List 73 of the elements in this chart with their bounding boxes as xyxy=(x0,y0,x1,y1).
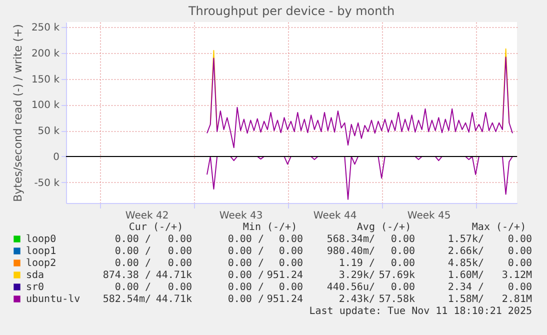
legend-label: ubuntu-lv xyxy=(26,294,80,305)
legend-label: loop1 xyxy=(26,246,56,257)
text: Max (-/+) xyxy=(472,222,526,233)
text: 568.34m/ xyxy=(326,234,375,245)
legend-label: loop2 xyxy=(26,258,56,269)
text: 0.00 / xyxy=(228,270,264,281)
x-tick-label: Week 44 xyxy=(313,210,357,222)
text: 2.66k/ xyxy=(448,246,484,257)
text: 0.00 xyxy=(508,246,532,257)
text: 0.00 xyxy=(278,246,303,257)
chart-title: Throughput per device - by month xyxy=(187,4,395,18)
y-tick-label: 100 k xyxy=(31,100,60,112)
y-tick-label: 0 xyxy=(53,152,60,163)
text: 0.00 xyxy=(168,282,192,293)
text: 1.58M/ xyxy=(448,294,484,305)
text: 0.00 / xyxy=(228,294,264,305)
text: 57.69k xyxy=(378,270,415,281)
text: 2.34 / xyxy=(448,282,484,293)
text: 0.00 / xyxy=(228,234,264,245)
text: 2.81M xyxy=(502,294,532,305)
text: 1.57k/ xyxy=(448,234,484,245)
legend-label: sr0 xyxy=(26,282,44,293)
x-tick-label: Week 42 xyxy=(125,210,169,222)
text: 0.00 xyxy=(508,234,532,245)
text: 2.43k/ xyxy=(338,294,375,305)
y-tick-label: 250 k xyxy=(31,22,60,34)
x-tick-label: Week 45 xyxy=(407,210,451,222)
text: 4.85k/ xyxy=(448,258,484,269)
y-axis-title: Bytes/second read (-) / write (+) xyxy=(11,24,24,202)
text: 0.00 xyxy=(168,258,192,269)
text: 582.54m/ xyxy=(102,294,151,305)
text: 1.60M/ xyxy=(448,270,484,281)
text: 0.00 xyxy=(390,234,415,245)
text: 0.00 xyxy=(168,234,192,245)
text: Cur (-/+) xyxy=(128,222,184,233)
legend-label: loop0 xyxy=(26,234,56,245)
text: 0.00 / xyxy=(228,258,264,269)
text: 1.19 / xyxy=(338,258,375,269)
text: 874.38 / xyxy=(102,270,151,281)
text: 0.00 / xyxy=(114,234,151,245)
text: 0.00 xyxy=(278,258,303,269)
text: 0.00 / xyxy=(114,282,151,293)
y-tick-label: 150 k xyxy=(31,74,60,86)
text: 0.00 xyxy=(278,282,303,293)
text: 0.00 / xyxy=(228,282,264,293)
legend-label: sda xyxy=(26,270,44,281)
text: 0.00 xyxy=(390,246,415,257)
text: 0.00 xyxy=(168,246,192,257)
y-tick-label: 50 k xyxy=(38,126,60,138)
text: 0.00 / xyxy=(228,246,264,257)
text: 951.24 xyxy=(266,294,303,305)
text: Last update: Tue Nov 11 18:10:21 2025 xyxy=(309,306,532,317)
line-series xyxy=(206,56,514,148)
text: 44.71k xyxy=(156,270,192,281)
y-tick-label: 200 k xyxy=(31,48,60,60)
text: 44.71k xyxy=(156,294,192,305)
text: 0.00 / xyxy=(114,258,151,269)
text: 0.00 xyxy=(508,282,532,293)
text: 57.58k xyxy=(378,294,415,305)
text: 3.29k/ xyxy=(338,270,375,281)
text: 3.12M xyxy=(502,270,532,281)
text: 0.00 xyxy=(390,282,415,293)
y-tick-label: -50 k xyxy=(34,178,60,189)
text: Min (-/+) xyxy=(242,222,298,233)
text: 0.00 xyxy=(508,258,532,269)
text: 440.56u/ xyxy=(326,282,375,293)
x-tick-label: Week 43 xyxy=(219,210,263,222)
text: 951.24 xyxy=(266,270,303,281)
text: 0.00 xyxy=(390,258,415,269)
text: 0.00 / xyxy=(114,246,151,257)
text: 980.40m/ xyxy=(326,246,375,257)
text: Avg (-/+) xyxy=(356,222,412,233)
text: 0.00 xyxy=(278,234,303,245)
